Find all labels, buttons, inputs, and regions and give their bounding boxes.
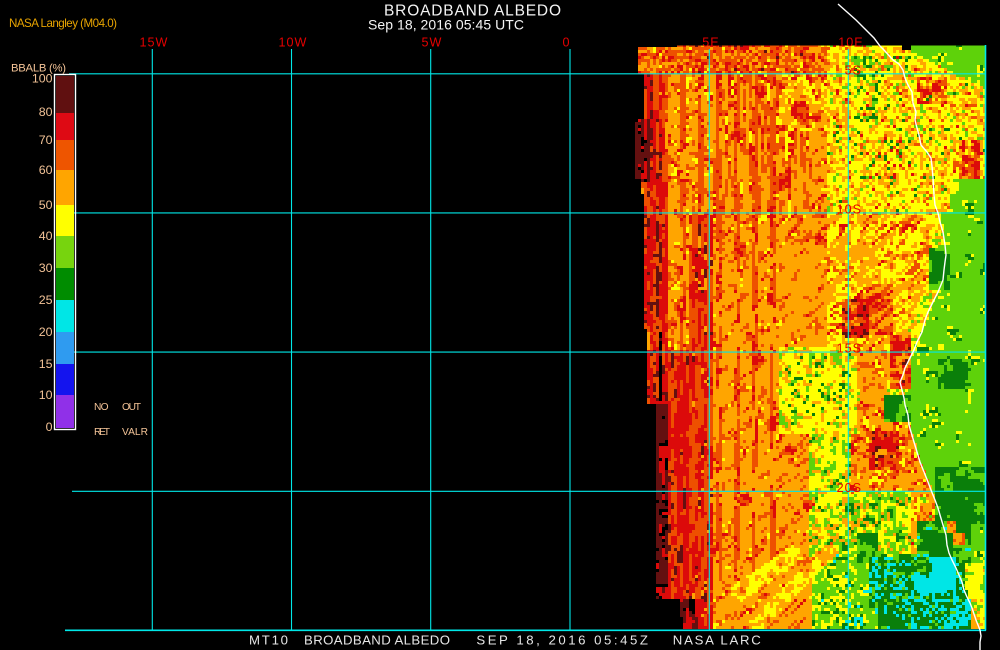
svg-text:5W: 5W	[422, 35, 443, 49]
svg-text:60: 60	[39, 163, 53, 177]
svg-text:30: 30	[39, 261, 53, 275]
svg-text:Sep 18, 2016 05:45 UTC: Sep 18, 2016 05:45 UTC	[368, 16, 524, 32]
svg-text:OUT: OUT	[122, 402, 141, 413]
svg-text:15W: 15W	[140, 35, 169, 49]
svg-text:5S: 5S	[845, 63, 862, 77]
svg-text:RET: RET	[94, 427, 110, 438]
svg-text:10E: 10E	[838, 35, 863, 49]
svg-text:5E: 5E	[702, 35, 719, 49]
svg-text:70: 70	[39, 133, 53, 147]
svg-text:10S: 10S	[837, 202, 862, 216]
svg-text:50: 50	[39, 198, 53, 212]
svg-text:10W: 10W	[279, 35, 308, 49]
svg-text:100: 100	[32, 72, 53, 86]
svg-text:BBALB (%): BBALB (%)	[11, 63, 66, 75]
svg-text:MT10: MT10	[249, 633, 288, 648]
svg-text:SEP 18, 2016 05:45Z: SEP 18, 2016 05:45Z	[476, 633, 648, 648]
svg-text:20S: 20S	[837, 481, 862, 495]
svg-text:0: 0	[46, 420, 53, 434]
svg-text:40: 40	[39, 229, 53, 243]
svg-text:15: 15	[39, 357, 53, 371]
svg-text:VALR: VALR	[122, 427, 148, 438]
svg-text:80: 80	[39, 105, 53, 119]
svg-text:BROADBAND ALBEDO: BROADBAND ALBEDO	[384, 2, 561, 19]
svg-text:NASA LARC: NASA LARC	[673, 633, 761, 648]
svg-text:15S: 15S	[837, 342, 862, 356]
svg-text:20: 20	[39, 325, 53, 339]
svg-text:BROADBAND ALBEDO: BROADBAND ALBEDO	[304, 633, 450, 648]
svg-text:NO: NO	[94, 402, 109, 413]
svg-text:10: 10	[39, 388, 53, 402]
svg-text:25: 25	[39, 293, 53, 307]
svg-text:0: 0	[562, 35, 570, 49]
svg-text:NASA Langley (M04.0): NASA Langley (M04.0)	[9, 17, 117, 30]
